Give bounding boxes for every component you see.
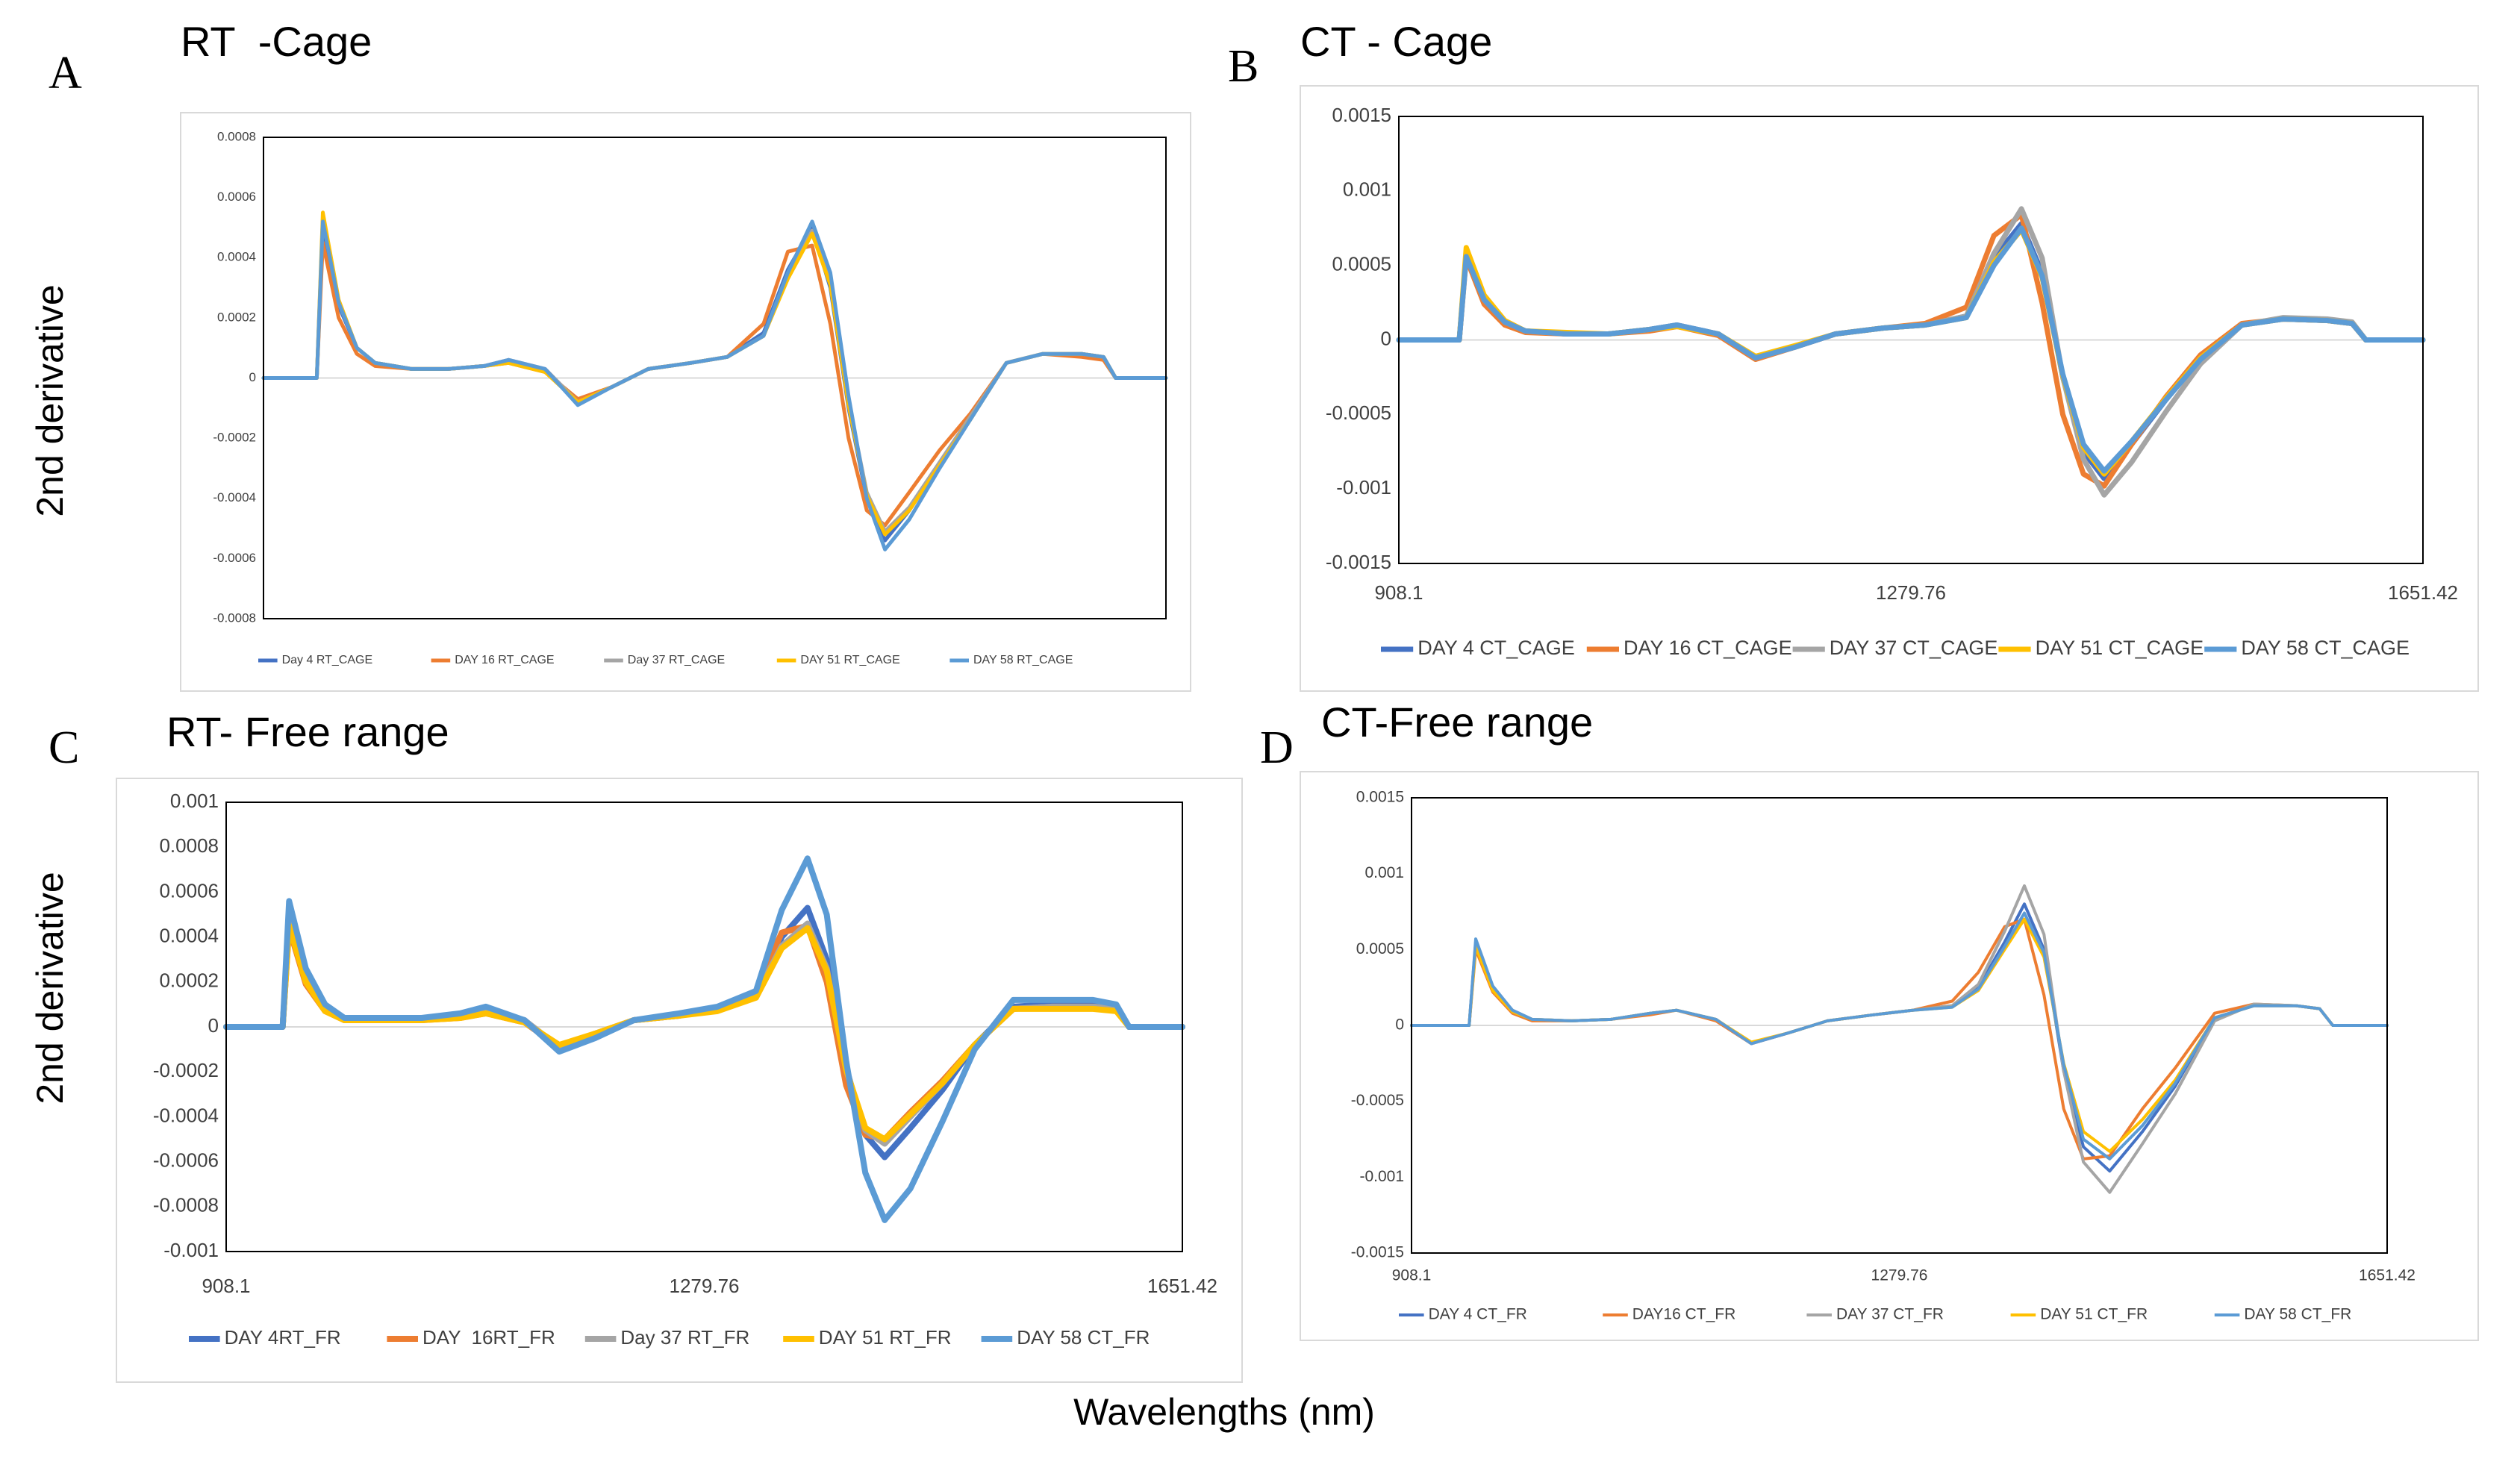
- chart-title: RT- Free range: [166, 708, 449, 755]
- data-line: [261, 219, 1168, 552]
- plot-border: [1398, 116, 2424, 564]
- y-tick-label: 0.0008: [217, 129, 256, 143]
- legend-label: DAY 16RT_FR: [422, 1326, 555, 1349]
- legend-label: DAY 4 CT_FR: [1429, 1306, 1527, 1323]
- legend-label: DAY 51 CT_CAGE: [2036, 637, 2204, 659]
- y-tick-label: -0.0005: [1351, 1092, 1404, 1109]
- y-tick-label: -0.0002: [213, 431, 256, 445]
- x-tick-label: 1279.76: [1876, 581, 1946, 604]
- legend-label: DAY 58 CT_FR: [1017, 1326, 1150, 1349]
- y-axis-label: 2nd derivative: [29, 284, 71, 516]
- data-line: [223, 855, 1185, 1223]
- x-tick-label: 908.1: [202, 1275, 250, 1297]
- y-tick-label: 0.0004: [159, 924, 219, 946]
- chart-frame: [180, 112, 1191, 692]
- y-tick-label: -0.0006: [213, 551, 256, 565]
- panel-letter: A: [49, 48, 82, 99]
- x-tick-label: 1651.42: [2388, 581, 2458, 604]
- chart-title: RT -Cage: [181, 18, 372, 65]
- panel-letter: C: [49, 722, 79, 773]
- panel-letter: B: [1228, 41, 1259, 92]
- legend-label: DAY 4 CT_CAGE: [1418, 637, 1575, 659]
- x-axis-label: Wavelengths (nm): [1073, 1391, 1375, 1433]
- legend-label: DAY16 CT_FR: [1632, 1306, 1735, 1323]
- legend-label: DAY 58 CT_CAGE: [2241, 637, 2410, 659]
- y-tick-label: 0: [249, 370, 256, 384]
- data-line: [1410, 911, 2389, 1160]
- plot-border: [1411, 797, 2388, 1254]
- y-tick-label: -0.0004: [153, 1104, 219, 1126]
- y-tick-label: -0.001: [1336, 476, 1391, 499]
- plot-border: [225, 802, 1183, 1252]
- legend-label: DAY 16 CT_CAGE: [1624, 637, 1792, 659]
- legend-label: DAY 58 CT_FR: [2244, 1306, 2351, 1323]
- x-tick-label: 1279.76: [1871, 1267, 1928, 1284]
- y-tick-label: -0.0015: [1326, 551, 1391, 573]
- y-tick-label: -0.0002: [153, 1059, 219, 1081]
- plot-border: [263, 137, 1167, 619]
- chart-title: CT-Free range: [1321, 699, 1593, 746]
- chart-frame: [116, 778, 1243, 1383]
- legend-label: Day 37 RT_CAGE: [628, 654, 725, 666]
- legend-label: Day 37 RT_FR: [620, 1326, 749, 1349]
- legend-label: DAY 37 CT_CAGE: [1830, 637, 1998, 659]
- x-tick-label: 1279.76: [670, 1275, 740, 1297]
- y-tick-label: -0.0006: [153, 1149, 219, 1171]
- chart-title: CT - Cage: [1300, 18, 1492, 65]
- legend-label: DAY 51 CT_FR: [2040, 1306, 2148, 1323]
- legend-label: Day 4 RT_CAGE: [282, 654, 373, 666]
- chart-frame: [1300, 771, 2479, 1341]
- y-tick-label: 0.001: [1343, 178, 1391, 201]
- y-tick-label: -0.0004: [213, 490, 256, 504]
- y-tick-label: 0.0008: [159, 834, 219, 857]
- y-axis-label: 2nd derivative: [29, 872, 71, 1104]
- y-tick-label: -0.001: [1359, 1168, 1404, 1185]
- legend-label: DAY 16 RT_CAGE: [455, 654, 554, 666]
- x-tick-label: 908.1: [1392, 1267, 1432, 1284]
- y-tick-label: 0.0015: [1332, 104, 1391, 126]
- y-tick-label: 0.0015: [1356, 789, 1404, 806]
- y-tick-label: 0.0005: [1356, 940, 1404, 957]
- y-tick-label: 0.0006: [217, 190, 256, 204]
- y-tick-label: -0.0005: [1326, 402, 1391, 424]
- data-line: [1396, 225, 2426, 474]
- legend-label: DAY 58 RT_CAGE: [973, 654, 1073, 666]
- y-tick-label: 0: [1381, 327, 1391, 349]
- y-tick-label: -0.001: [163, 1239, 219, 1261]
- chart-frame: [1300, 85, 2479, 692]
- y-tick-label: 0: [208, 1014, 219, 1037]
- x-tick-label: 1651.42: [2359, 1267, 2415, 1284]
- y-tick-label: 0.0005: [1332, 253, 1391, 275]
- x-tick-label: 908.1: [1374, 581, 1423, 604]
- legend-label: DAY 51 RT_FR: [819, 1326, 952, 1349]
- y-tick-label: 0.0002: [217, 310, 256, 324]
- y-tick-label: -0.0008: [213, 610, 256, 625]
- y-tick-label: 0.001: [1365, 864, 1404, 881]
- y-tick-label: 0.0002: [159, 969, 219, 992]
- y-tick-label: -0.0015: [1351, 1244, 1404, 1261]
- y-tick-label: 0.0006: [159, 879, 219, 902]
- y-tick-label: 0: [1395, 1016, 1404, 1034]
- panel-letter: D: [1260, 722, 1294, 773]
- legend-label: DAY 4RT_FR: [225, 1326, 341, 1349]
- legend-label: DAY 37 CT_FR: [1836, 1306, 1944, 1323]
- y-tick-label: 0.001: [170, 790, 219, 812]
- legend-label: DAY 51 RT_CAGE: [800, 654, 899, 666]
- x-tick-label: 1651.42: [1147, 1275, 1217, 1297]
- y-tick-label: 0.0004: [217, 250, 256, 264]
- y-tick-label: -0.0008: [153, 1194, 219, 1216]
